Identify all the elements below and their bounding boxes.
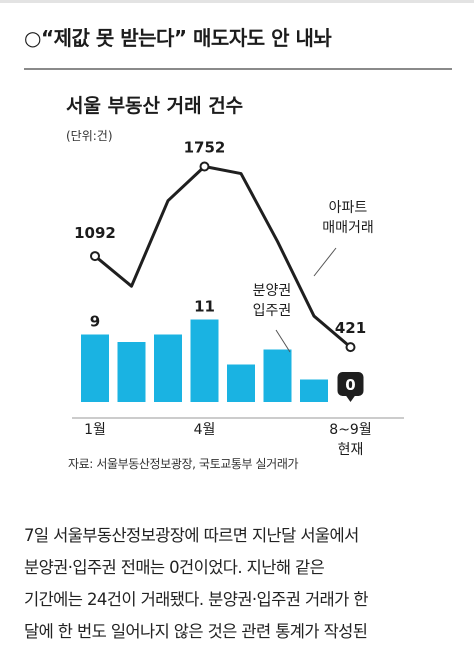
- zero-value-marker: 0: [337, 372, 364, 402]
- bar-value-label: 11: [194, 298, 215, 316]
- chart-source: 자료: 서울부동산정보광장, 국토교통부 실거래가: [68, 457, 299, 471]
- line-value-label: 421: [335, 319, 366, 337]
- section-headline: ○“제값 못 받는다” 매도자도 안 내놔: [24, 26, 332, 50]
- bar-1: [117, 342, 146, 402]
- line-point: [90, 251, 100, 262]
- x-tick-label: 8~9월: [329, 422, 371, 438]
- x-tick-label: 현재: [338, 442, 364, 458]
- chart-unit: (단위:건): [66, 129, 113, 143]
- bar-value-label: 0: [345, 376, 355, 394]
- line-apartment-sales: [94, 165, 352, 349]
- headline-rule: [24, 68, 452, 70]
- svg-text:입주권: 입주권: [253, 303, 292, 319]
- body-line: 기간에는 24건이 거래됐다. 분양권·입주권 거래가 한: [24, 590, 369, 609]
- svg-text:아파트: 아파트: [329, 200, 368, 216]
- bar-0: [81, 334, 109, 402]
- line-value-label: 1092: [74, 224, 116, 242]
- bar-value-label: 9: [90, 313, 100, 331]
- bar-5: [263, 349, 292, 402]
- bar-6: [300, 379, 328, 402]
- article-body: 7일 서울부동산정보광장에 따르면 지난달 서울에서 분양권·입주권 전매는 0…: [24, 520, 460, 648]
- svg-text:분양권: 분양권: [253, 283, 292, 299]
- bar-4: [227, 364, 255, 402]
- top-divider: [0, 0, 474, 3]
- bar-3: [190, 319, 219, 402]
- bar-2: [154, 334, 182, 402]
- body-line: 7일 서울부동산정보광장에 따르면 지난달 서울에서: [24, 526, 359, 545]
- transaction-chart: 서울 부동산 거래 건수 (단위:건) 9 11 0 1092 1752 421 1월 4…: [66, 95, 404, 458]
- body-line: 달에 한 번도 일어나지 않은 것은 관련 통계가 작성된: [24, 622, 368, 641]
- x-tick-label: 4월: [194, 422, 216, 438]
- line-point: [199, 161, 210, 172]
- svg-text:매매거래: 매매거래: [322, 220, 374, 236]
- x-tick-label: 1월: [84, 422, 106, 438]
- chart-title: 서울 부동산 거래 건수: [66, 95, 243, 117]
- body-line: 분양권·입주권 전매는 0건이었다. 지난해 같은: [24, 558, 325, 577]
- line-value-label: 1752: [184, 139, 226, 157]
- line-point: [345, 342, 356, 353]
